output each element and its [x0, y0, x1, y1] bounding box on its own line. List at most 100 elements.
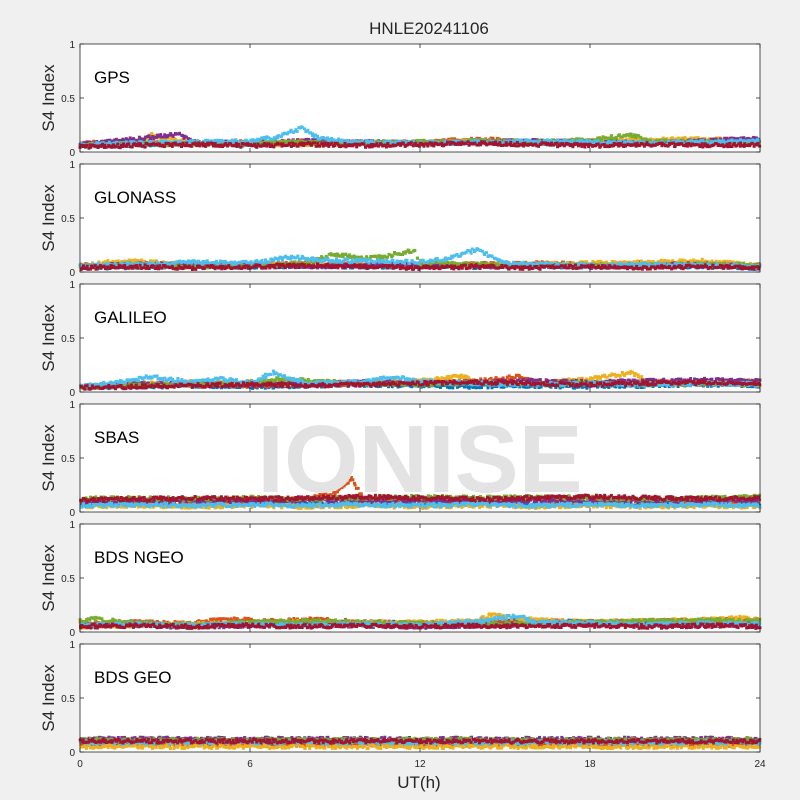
data-point [376, 144, 380, 148]
data-point [277, 134, 281, 138]
data-point [645, 141, 649, 145]
data-point [129, 145, 133, 149]
data-point [673, 144, 677, 148]
data-point [587, 145, 591, 149]
data-point [752, 144, 756, 148]
data-point [477, 143, 481, 147]
data-point [276, 144, 280, 148]
data-point [580, 266, 584, 270]
data-point [106, 142, 110, 146]
data-point [628, 143, 632, 147]
data-point [360, 139, 364, 143]
data-point [599, 139, 603, 142]
data-point [347, 141, 350, 145]
data-point [737, 142, 741, 146]
data-point [566, 142, 570, 146]
data-point [179, 140, 183, 144]
data-point [682, 144, 686, 147]
data-point [545, 138, 549, 142]
data-point [476, 138, 480, 142]
data-point [362, 142, 366, 146]
data-point [604, 136, 608, 140]
data-point [715, 142, 718, 146]
plot-area [80, 164, 760, 272]
data-point [110, 142, 114, 146]
data-point [106, 138, 110, 142]
data-point [316, 141, 320, 145]
data-point [551, 138, 555, 142]
data-point [699, 139, 703, 142]
data-point [699, 144, 703, 148]
data-point [460, 140, 464, 144]
data-point [624, 144, 627, 148]
data-point [754, 143, 758, 146]
data-point [451, 141, 455, 145]
data-point [326, 136, 330, 140]
data-point [638, 143, 642, 147]
data-point [233, 144, 237, 148]
data-point [450, 137, 454, 141]
data-point [293, 140, 297, 144]
data-point [208, 139, 212, 143]
data-point [110, 145, 114, 149]
data-point [340, 138, 344, 142]
data-point [295, 130, 299, 133]
data-point [680, 136, 684, 140]
data-point [130, 258, 134, 262]
data-point [547, 142, 550, 146]
data-point [307, 137, 311, 141]
data-point [703, 142, 707, 146]
data-point [130, 145, 134, 149]
data-point [535, 144, 539, 148]
data-point [518, 138, 522, 142]
data-point [116, 259, 120, 263]
data-point [335, 141, 339, 145]
data-point [537, 141, 541, 145]
data-point [608, 136, 612, 140]
data-point [742, 144, 746, 148]
data-point [660, 144, 664, 148]
data-point [629, 132, 633, 136]
data-point [717, 139, 721, 143]
data-point [284, 131, 287, 135]
data-point [633, 142, 637, 146]
data-point [287, 130, 291, 134]
data-point [591, 144, 595, 147]
data-point [468, 261, 472, 265]
data-point [475, 141, 479, 145]
data-point [376, 140, 380, 143]
data-point [726, 145, 730, 149]
data-point [319, 139, 323, 143]
data-point [159, 133, 163, 137]
data-point [529, 143, 533, 146]
data-point [566, 140, 570, 143]
data-point [748, 139, 752, 143]
data-point [386, 262, 390, 266]
data-point [642, 140, 646, 144]
data-point [534, 142, 538, 146]
data-point [513, 142, 517, 146]
data-point [122, 142, 126, 146]
data-point [614, 136, 618, 139]
data-point [519, 138, 523, 142]
data-point [515, 138, 519, 142]
data-point [709, 137, 713, 141]
data-point [299, 141, 303, 145]
data-point [393, 144, 397, 148]
data-point [157, 134, 161, 138]
data-point [267, 140, 271, 144]
data-point [155, 135, 158, 139]
data-point [152, 259, 156, 263]
data-point [701, 139, 705, 143]
data-point [106, 259, 110, 263]
data-point [522, 144, 526, 148]
data-point [186, 137, 190, 141]
data-point [677, 143, 681, 147]
data-point [559, 142, 563, 146]
data-point [125, 138, 129, 142]
data-point [281, 142, 285, 146]
data-point [202, 144, 205, 148]
data-point [318, 144, 322, 148]
data-point [327, 139, 331, 143]
